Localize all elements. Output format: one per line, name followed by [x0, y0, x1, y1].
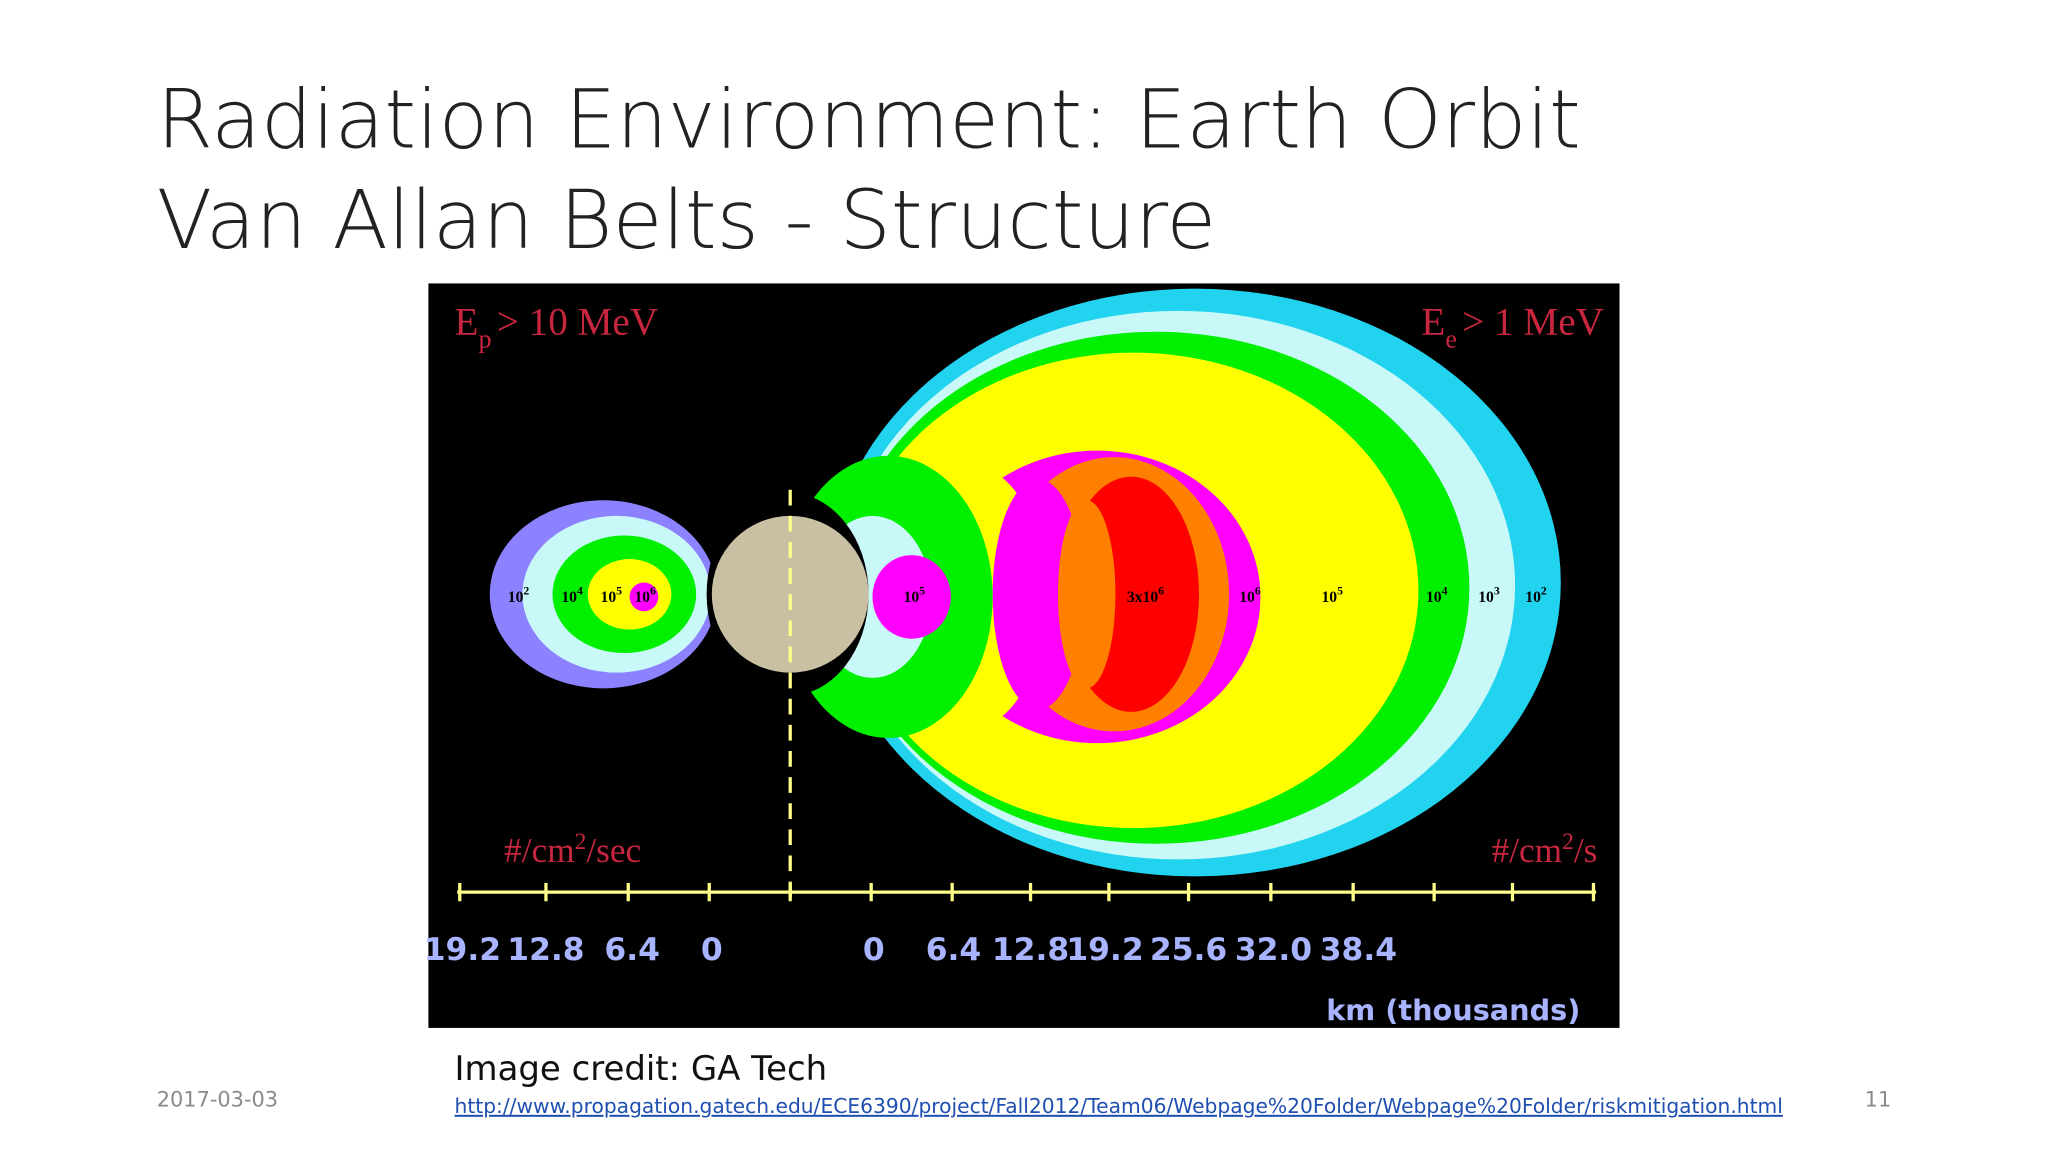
- axis-label: 0: [701, 932, 723, 968]
- proton-label: Ep > 10 MeV: [455, 300, 659, 353]
- contour-label: 106: [634, 584, 656, 606]
- contour-label: 102: [508, 584, 530, 606]
- contour-label: 104: [1426, 584, 1448, 606]
- axis-title: km (thousands): [1326, 993, 1580, 1027]
- contour-label: 104: [561, 584, 583, 606]
- contour-label: 103: [1478, 584, 1500, 606]
- belt-layer: [587, 559, 672, 630]
- electron-units: #/cm2/s: [1492, 829, 1598, 870]
- credit: Image credit: GA Tech: [455, 1049, 828, 1089]
- electron-label: Ee > 1 MeV: [1421, 300, 1604, 353]
- belt-layer: [629, 582, 659, 612]
- contour-label: 105: [600, 584, 622, 606]
- contour-label: 105: [904, 584, 926, 606]
- source-link[interactable]: http://www.propagation.gatech.edu/ECE639…: [455, 1094, 1783, 1118]
- axis-label: 38.4: [1320, 932, 1397, 968]
- date: 2017-03-03: [157, 1087, 278, 1111]
- belt-layer: [872, 555, 951, 639]
- contour-label: 3x106: [1127, 584, 1164, 606]
- axis-label: 32.0: [1235, 932, 1312, 968]
- proton-units: #/cm2/sec: [504, 829, 641, 870]
- contour-label: 105: [1321, 584, 1343, 606]
- page-number: 11: [1865, 1087, 1892, 1111]
- axis-label: 6.4: [926, 932, 982, 968]
- axis-label: 19.2: [1066, 932, 1143, 968]
- belt-layer: [992, 479, 1085, 710]
- axis-label: 6.4: [604, 932, 660, 968]
- clip-edge: [1619, 283, 1646, 1028]
- figure: Ep > 10 MeV Ee > 1 MeV #/cm2/sec #/cm2/s 1…: [424, 283, 1646, 1028]
- axis-label: 0: [863, 932, 885, 968]
- axis-label: 19.2: [424, 932, 501, 968]
- title-line: Radiation Environment: Earth Orbit: [157, 74, 1581, 168]
- axis-label: 25.6: [1150, 932, 1227, 968]
- title-line: Van Allan Belts - Structure: [157, 174, 1216, 268]
- belt-layer: [1057, 500, 1116, 689]
- axis-label: 12.8: [507, 932, 584, 968]
- axis-label: 12.8: [992, 932, 1069, 968]
- contour-label: 102: [1525, 584, 1547, 606]
- contour-label: 106: [1239, 584, 1261, 606]
